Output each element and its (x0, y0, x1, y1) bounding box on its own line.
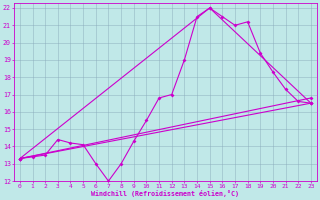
X-axis label: Windchill (Refroidissement éolien,°C): Windchill (Refroidissement éolien,°C) (92, 190, 239, 197)
